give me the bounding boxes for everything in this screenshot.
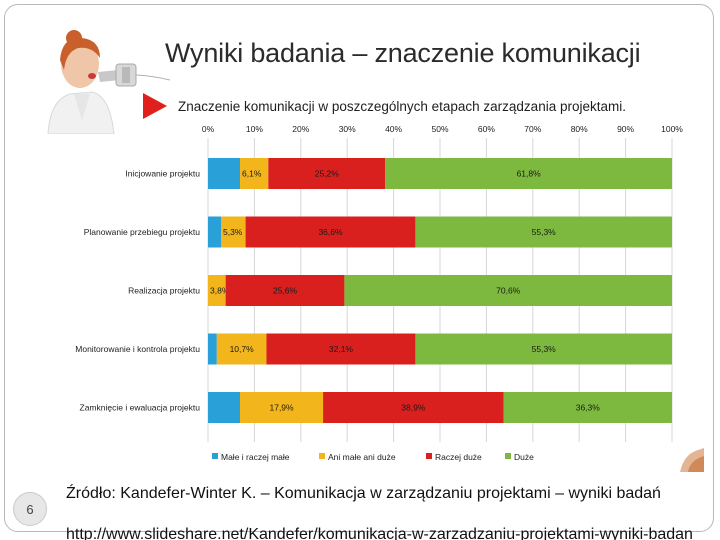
data-label: 10,7% bbox=[230, 344, 255, 354]
legend-swatch bbox=[212, 453, 218, 459]
data-label: 70,6% bbox=[496, 286, 521, 296]
data-label: 32,1% bbox=[329, 344, 354, 354]
bar-segment bbox=[415, 333, 672, 365]
category-label: Planowanie przebiegu projektu bbox=[84, 227, 201, 237]
slide-frame bbox=[4, 4, 714, 532]
x-tick-label: 10% bbox=[246, 124, 263, 134]
x-tick-label: 80% bbox=[571, 124, 588, 134]
legend-swatch bbox=[505, 453, 511, 459]
bar-segment bbox=[240, 392, 324, 423]
data-label: 36,6% bbox=[318, 227, 343, 237]
x-tick-label: 50% bbox=[431, 124, 448, 134]
bar-segment bbox=[503, 392, 672, 423]
page-number: 6 bbox=[26, 501, 34, 517]
bar-segment bbox=[344, 275, 672, 306]
red-arrow-icon bbox=[143, 93, 167, 119]
bar-segment bbox=[208, 275, 226, 306]
category-label: Inicjowanie projektu bbox=[125, 169, 200, 179]
x-tick-label: 40% bbox=[385, 124, 402, 134]
bar-segment bbox=[385, 158, 672, 189]
data-label: 25,6% bbox=[273, 286, 298, 296]
page-number-badge: 6 bbox=[13, 492, 47, 526]
stacked-bar-chart: 0% 10% 20% 30% 40% 50% 60% 70% 80% 90% 100% Inicjow… bbox=[75, 124, 683, 462]
bar-segment bbox=[208, 392, 241, 423]
category-label: Realizacja projektu bbox=[128, 286, 200, 296]
bar-segment bbox=[266, 333, 416, 365]
x-tick-label: 60% bbox=[478, 124, 495, 134]
source-url: http://www.slideshare.net/Kandefer/komun… bbox=[66, 526, 693, 540]
legend-entry: Raczej duże bbox=[435, 452, 482, 462]
category-label: Monitorowanie i kontrola projektu bbox=[75, 344, 200, 354]
x-tick-label: 90% bbox=[617, 124, 634, 134]
bar-segment bbox=[208, 333, 217, 365]
x-tick-label: 100% bbox=[661, 124, 683, 134]
x-tick-label: 0% bbox=[202, 124, 215, 134]
data-label: 36,3% bbox=[576, 403, 601, 413]
x-tick-label: 20% bbox=[292, 124, 309, 134]
legend-entry: Duże bbox=[514, 452, 534, 462]
source-citation: Źródło: Kandefer-Winter K. – Komunikacja… bbox=[66, 485, 661, 502]
data-label: 55,3% bbox=[532, 227, 557, 237]
bar-segment bbox=[220, 216, 246, 248]
bar-segment bbox=[216, 333, 267, 365]
bar-segment bbox=[208, 158, 241, 189]
legend-entry: Małe i raczej małe bbox=[221, 452, 290, 462]
data-label: 6,1% bbox=[242, 169, 262, 179]
legend-entry: Ani małe ani duże bbox=[328, 452, 396, 462]
x-tick-label: 70% bbox=[524, 124, 541, 134]
bar-segment bbox=[240, 158, 269, 189]
data-label: 38,9% bbox=[401, 403, 426, 413]
category-label: Zamknięcie i ewaluacja projektu bbox=[80, 403, 201, 413]
bar-segment bbox=[208, 216, 221, 248]
data-label: 61,8% bbox=[517, 169, 542, 179]
corner-photo-fragment bbox=[680, 448, 704, 472]
chart-title: Znaczenie komunikacji w poszczególnych e… bbox=[178, 99, 626, 114]
bar-segment bbox=[245, 216, 416, 248]
bar-segment bbox=[323, 392, 504, 423]
data-label: 55,3% bbox=[532, 344, 557, 354]
legend-swatch bbox=[426, 453, 432, 459]
bar-segment bbox=[268, 158, 386, 189]
data-label: 17,9% bbox=[269, 403, 294, 413]
bar-segment bbox=[415, 216, 672, 248]
data-label: 5,3% bbox=[223, 227, 243, 237]
data-label: 25,2% bbox=[315, 169, 340, 179]
data-label: 3,8% bbox=[210, 286, 230, 296]
bar-segment bbox=[225, 275, 345, 306]
legend-swatch bbox=[319, 453, 325, 459]
slide-title: Wyniki badania – znaczenie komunikacji bbox=[165, 38, 641, 68]
x-tick-label: 30% bbox=[339, 124, 356, 134]
